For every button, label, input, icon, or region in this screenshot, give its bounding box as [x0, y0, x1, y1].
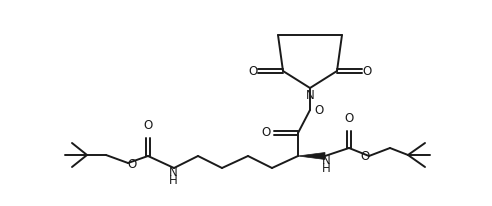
Text: O: O [249, 64, 258, 77]
Text: H: H [322, 163, 330, 176]
Text: N: N [169, 166, 178, 179]
Polygon shape [298, 152, 325, 159]
Text: O: O [314, 103, 324, 117]
Text: O: O [360, 151, 369, 164]
Text: O: O [143, 119, 153, 132]
Text: H: H [169, 174, 178, 187]
Text: O: O [362, 64, 371, 77]
Text: N: N [322, 154, 330, 167]
Text: O: O [127, 158, 137, 171]
Text: N: N [306, 89, 314, 102]
Text: O: O [261, 126, 271, 139]
Text: O: O [344, 112, 354, 125]
